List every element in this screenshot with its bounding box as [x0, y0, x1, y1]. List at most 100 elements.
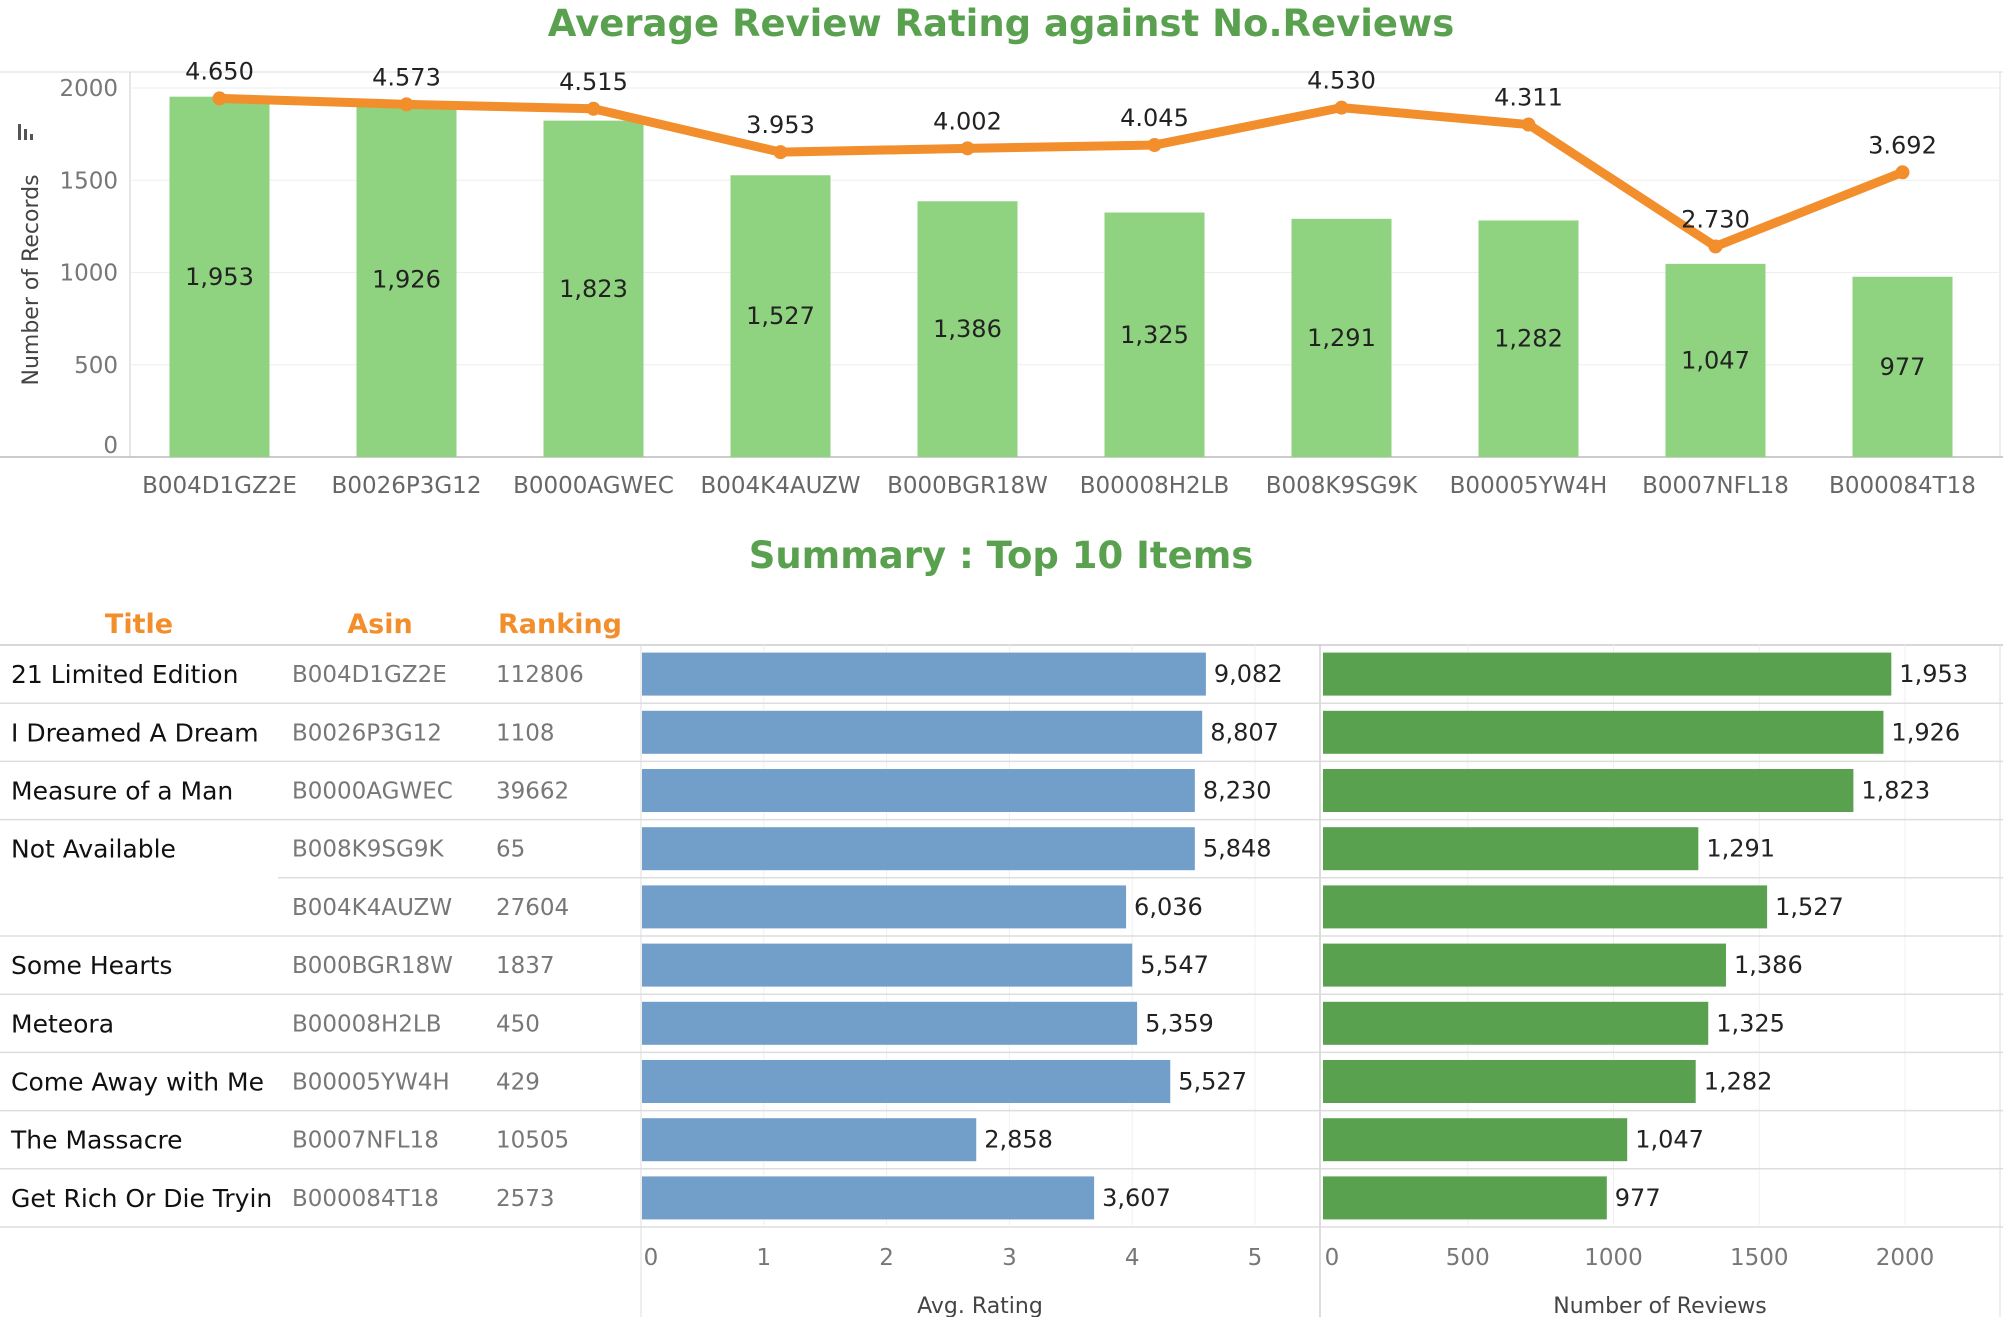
- rating-line: [219, 93, 1905, 251]
- rating-value-label: 4.002: [933, 107, 1002, 135]
- bar[interactable]: [1852, 276, 1953, 457]
- reviews-bar[interactable]: [1323, 769, 1854, 812]
- reviews-bar[interactable]: [1323, 710, 1884, 754]
- row-title[interactable]: Measure of a Man: [11, 777, 233, 806]
- bar[interactable]: [543, 120, 644, 458]
- rating-bar[interactable]: [642, 827, 1195, 871]
- row-asin: B000084T18: [292, 1186, 439, 1212]
- reviews-bar[interactable]: [1323, 1001, 1709, 1045]
- rating-value-label: 4.573: [372, 63, 441, 91]
- rating-bar[interactable]: [642, 1001, 1138, 1045]
- rating-bar-label: 5,359: [1145, 1009, 1214, 1037]
- bar-value-label: 1,823: [559, 275, 628, 303]
- header-title[interactable]: Title: [105, 609, 173, 640]
- rating-point[interactable]: [1334, 100, 1349, 115]
- rating-point[interactable]: [399, 97, 414, 112]
- row-asin: B004K4AUZW: [292, 895, 452, 921]
- rating-bar-label: 2,858: [984, 1126, 1053, 1154]
- row-title[interactable]: 21 Limited Edition: [11, 660, 238, 689]
- row-ranking: 450: [496, 1011, 540, 1037]
- row-ranking: 39662: [496, 779, 569, 805]
- row-ranking: 429: [496, 1070, 540, 1096]
- rating-value-label: 3.953: [746, 111, 815, 139]
- rating-bar[interactable]: [642, 1060, 1171, 1103]
- top-bar-line-chart: 0 500 1000 1500 2000 1,953 B004D1GZ2E 1,926 B002…: [0, 57, 2003, 499]
- bar[interactable]: [1104, 212, 1205, 457]
- reviews-bar[interactable]: [1323, 885, 1768, 929]
- rating-point[interactable]: [1708, 239, 1723, 254]
- rating-value-label: 4.311: [1494, 84, 1563, 112]
- bar-value-label: 1,386: [933, 315, 1002, 343]
- y-tick-label: 1500: [59, 168, 118, 194]
- bar-value-label: 1,291: [1307, 324, 1376, 352]
- reviews-axis-tick: 1500: [1730, 1245, 1789, 1271]
- rating-bar[interactable]: [642, 943, 1133, 987]
- rating-point[interactable]: [212, 91, 227, 106]
- y-tick-label: 1000: [59, 261, 118, 287]
- x-tick-label: B004D1GZ2E: [142, 473, 297, 499]
- rating-bar[interactable]: [642, 769, 1195, 812]
- x-tick-label: B000084T18: [1829, 473, 1976, 499]
- x-tick-label: B0007NFL18: [1642, 473, 1789, 499]
- rating-value-label: 4.515: [559, 68, 628, 96]
- x-tick-label: B008K9SG9K: [1266, 473, 1418, 499]
- rating-point[interactable]: [586, 101, 601, 116]
- bar[interactable]: [730, 175, 831, 457]
- row-ranking: 2573: [496, 1186, 555, 1212]
- reviews-bar[interactable]: [1323, 1118, 1628, 1162]
- reviews-bar-label: 1,291: [1706, 835, 1775, 863]
- row-ranking: 10505: [496, 1128, 569, 1154]
- header-ranking[interactable]: Ranking: [498, 609, 622, 640]
- rating-axis-tick: 0: [644, 1245, 659, 1271]
- rating-point[interactable]: [773, 145, 788, 160]
- top-chart-y-axis-label: Number of Records: [19, 174, 44, 385]
- row-title[interactable]: The Massacre: [10, 1126, 183, 1155]
- row-title[interactable]: I Dreamed A Dream: [11, 718, 259, 747]
- reviews-bar-label: 1,953: [1899, 660, 1968, 688]
- row-ranking: 65: [496, 837, 525, 863]
- rating-bar-label: 8,230: [1203, 777, 1272, 805]
- rating-bar-label: 3,607: [1102, 1184, 1171, 1212]
- reviews-axis-tick: 500: [1446, 1245, 1490, 1271]
- bar-value-label: 1,047: [1681, 346, 1750, 374]
- row-title[interactable]: Come Away with Me: [11, 1068, 264, 1097]
- row-title[interactable]: Some Hearts: [11, 951, 172, 980]
- rating-point[interactable]: [1895, 165, 1910, 180]
- rating-bar[interactable]: [642, 710, 1203, 754]
- row-title[interactable]: Get Rich Or Die Tryin: [11, 1184, 272, 1213]
- bar[interactable]: [169, 96, 270, 457]
- reviews-bar[interactable]: [1323, 652, 1892, 696]
- bar[interactable]: [1478, 220, 1579, 457]
- row-ranking: 112806: [496, 662, 584, 688]
- rating-bar[interactable]: [642, 1118, 977, 1162]
- bar[interactable]: [917, 201, 1018, 457]
- row-title[interactable]: Meteora: [11, 1009, 114, 1038]
- rating-bar[interactable]: [642, 885, 1127, 929]
- reviews-bar[interactable]: [1323, 943, 1727, 987]
- rating-point[interactable]: [1521, 117, 1536, 132]
- rating-bar[interactable]: [642, 652, 1206, 696]
- rating-point[interactable]: [1147, 138, 1162, 153]
- rating-value-label: 3.692: [1868, 131, 1937, 159]
- header-asin[interactable]: Asin: [347, 609, 412, 640]
- rating-value-label: 4.650: [185, 57, 254, 85]
- reviews-bar[interactable]: [1323, 1176, 1607, 1220]
- sort-icon[interactable]: [18, 124, 33, 140]
- rating-bar[interactable]: [642, 1176, 1095, 1220]
- row-ranking: 1108: [496, 720, 555, 746]
- row-asin: B0000AGWEC: [292, 779, 453, 805]
- bar[interactable]: [356, 101, 457, 457]
- row-asin: B00005YW4H: [292, 1070, 450, 1096]
- x-tick-label: B000BGR18W: [887, 473, 1048, 499]
- bar[interactable]: [1665, 263, 1766, 457]
- bar[interactable]: [1291, 218, 1392, 457]
- reviews-bar[interactable]: [1323, 1060, 1696, 1103]
- reviews-bar[interactable]: [1323, 827, 1699, 871]
- row-ranking: 27604: [496, 895, 569, 921]
- rating-point[interactable]: [960, 141, 975, 156]
- rating-axis-tick: 3: [1002, 1245, 1017, 1271]
- x-tick-label: B0026P3G12: [332, 473, 482, 499]
- x-tick-label: B004K4AUZW: [700, 473, 860, 499]
- row-title[interactable]: Not Available: [11, 835, 176, 864]
